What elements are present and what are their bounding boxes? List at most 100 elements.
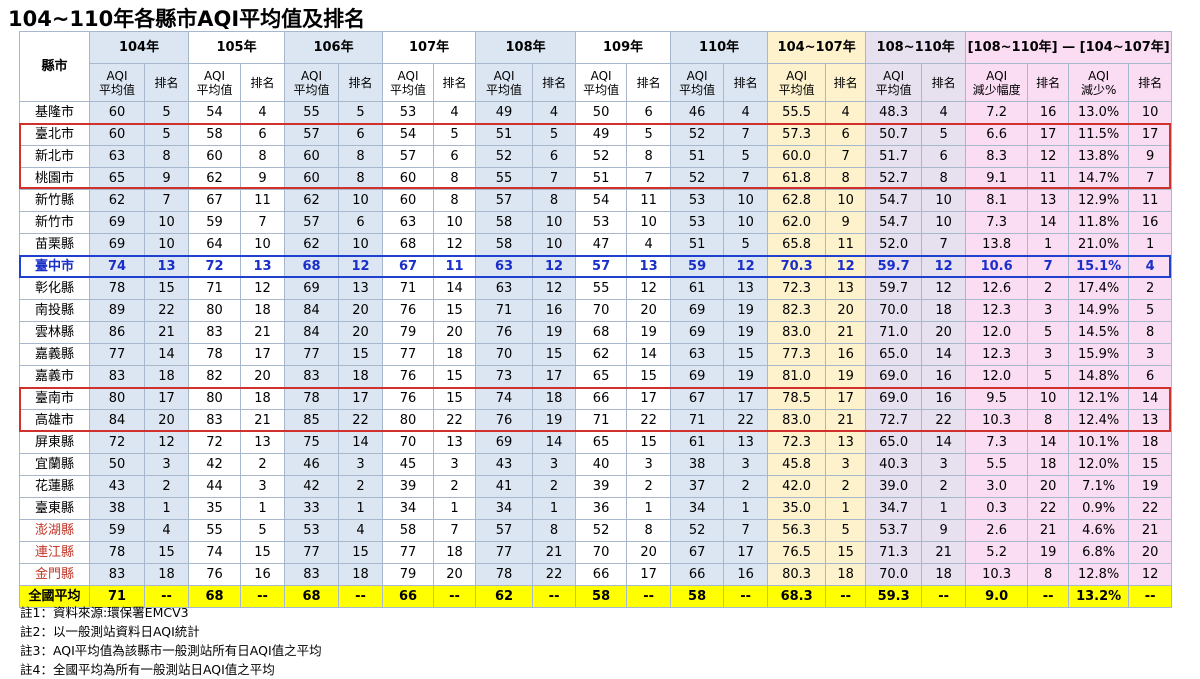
rank-cell: 15 [626, 431, 672, 454]
table-row: 連江縣 78 15 74 15 77 15 77 18 77 21 70 20 67 17 76.5 15 71.… [19, 541, 1173, 564]
value-cell: 69.0 [865, 365, 923, 388]
rank-cell: 19 [723, 321, 769, 344]
rank-cell: 10 [143, 211, 190, 234]
value-cell: 74 [89, 255, 145, 278]
value-cell: 81.0 [767, 365, 827, 388]
rank-cell: 17 [626, 387, 672, 410]
rank-cell: 10 [338, 233, 384, 256]
rank-cell: -- [433, 585, 477, 608]
rank-cell: 20 [338, 299, 384, 322]
rank-cell: 20 [626, 299, 672, 322]
value-cell: 49 [475, 101, 534, 124]
rank-cell: 10 [825, 189, 867, 212]
rank-cell: 9 [240, 167, 286, 190]
rank-cell: 15 [433, 299, 477, 322]
rank-cell: 17 [532, 365, 577, 388]
value-cell: 10.6 [965, 255, 1029, 278]
rank-cell: 7 [1027, 255, 1070, 278]
value-cell: 84 [284, 321, 340, 344]
value-cell: 79 [382, 321, 435, 344]
rank-cell: 8 [626, 145, 672, 168]
value-cell: 3.0 [965, 475, 1029, 498]
rank-cell: 5 [143, 123, 190, 146]
table-row: 嘉義市 83 18 82 20 83 18 76 15 73 17 65 15 69 19 81.0 19 69.… [19, 365, 1173, 388]
rank-cell: 8 [338, 167, 384, 190]
avg-header: AQI 平均值 [475, 63, 534, 102]
value-cell: 60 [89, 101, 145, 124]
table-row: 臺北市 60 5 58 6 57 6 54 5 51 5 49 5 52 7 57.3 6 50.7 5 6.6 17 1… [19, 123, 1173, 146]
value-cell: 63 [475, 277, 534, 300]
rank-cell: 2 [921, 475, 967, 498]
value-cell: 68 [188, 585, 242, 608]
value-cell: 60 [284, 167, 340, 190]
rank-cell: 1 [338, 497, 384, 520]
value-cell: 63 [89, 145, 145, 168]
rank-cell: 22 [723, 409, 769, 432]
rank-cell: 5 [723, 145, 769, 168]
rank-cell: 13 [338, 277, 384, 300]
rank-cell: 21 [240, 409, 286, 432]
value-cell: 15.9% [1068, 343, 1130, 366]
rank-cell: 14 [532, 431, 577, 454]
rank-cell: 5 [1027, 365, 1070, 388]
rank-cell: 18 [825, 563, 867, 586]
rank-cell: 8 [532, 189, 577, 212]
value-cell: 12.3 [965, 299, 1029, 322]
rank-cell: 1 [921, 497, 967, 520]
rank-cell: 4 [143, 519, 190, 542]
rank-cell: 21 [532, 541, 577, 564]
rank-cell: 12 [532, 255, 577, 278]
rank-cell: 14 [433, 277, 477, 300]
rank-cell: 18 [338, 563, 384, 586]
rank-header: 排名 [240, 63, 286, 102]
rank-cell: -- [338, 585, 384, 608]
value-cell: 67 [670, 541, 725, 564]
value-cell: 57 [382, 145, 435, 168]
value-cell: 10.3 [965, 409, 1029, 432]
table-row: 高雄市 84 20 83 21 85 22 80 22 76 19 71 22 71 22 83.0 21 72.… [19, 409, 1173, 432]
rank-cell: -- [1128, 585, 1173, 608]
rank-cell: 9 [1128, 145, 1173, 168]
rank-cell: 2 [338, 475, 384, 498]
value-cell: 83.0 [767, 409, 827, 432]
value-cell: 2.6 [965, 519, 1029, 542]
value-cell: 65.0 [865, 343, 923, 366]
value-cell: 12.6 [965, 277, 1029, 300]
value-cell: 4.6% [1068, 519, 1130, 542]
rank-cell: 5 [532, 123, 577, 146]
county-cell: 澎湖縣 [19, 519, 90, 542]
value-cell: 75 [284, 431, 340, 454]
value-cell: 42 [188, 453, 242, 476]
value-cell: 69 [670, 365, 725, 388]
rank-cell: 20 [338, 321, 384, 344]
county-cell: 嘉義市 [19, 365, 90, 388]
county-cell: 臺北市 [19, 123, 90, 146]
value-cell: 54 [575, 189, 628, 212]
rank-cell: 19 [532, 409, 577, 432]
county-cell: 臺中市 [19, 255, 90, 278]
rank-cell: 10 [240, 233, 286, 256]
rank-cell: 12 [1027, 145, 1070, 168]
value-cell: 46 [670, 101, 725, 124]
value-cell: 57.3 [767, 123, 827, 146]
rank-cell: 15 [433, 387, 477, 410]
rank-cell: 18 [433, 343, 477, 366]
table-row: 新竹縣 62 7 67 11 62 10 60 8 57 8 54 11 53 10 62.8 10 54.7 10… [19, 189, 1173, 212]
rank-cell: 14 [143, 343, 190, 366]
group-header-label: [108~110年] — [104~107年] [967, 40, 1170, 55]
table-row: 彰化縣 78 15 71 12 69 13 71 14 63 12 55 12 61 13 72.3 13 59.… [19, 277, 1173, 300]
rank-cell: 8 [1027, 563, 1070, 586]
rank-cell: 17 [1128, 123, 1173, 146]
rank-cell: 5 [143, 101, 190, 124]
group-header-label: 108~110年 [876, 40, 955, 55]
table-row: 金門縣 83 18 76 16 83 18 79 20 78 22 66 17 66 16 80.3 18 70.… [19, 563, 1173, 586]
value-cell: 6.6 [965, 123, 1029, 146]
rank-cell: 5 [338, 101, 384, 124]
value-cell: 59 [188, 211, 242, 234]
rank-cell: 19 [723, 299, 769, 322]
rank-cell: 15 [338, 343, 384, 366]
rank-cell: 13 [433, 431, 477, 454]
rank-cell: 8 [626, 519, 672, 542]
value-cell: 34.7 [865, 497, 923, 520]
